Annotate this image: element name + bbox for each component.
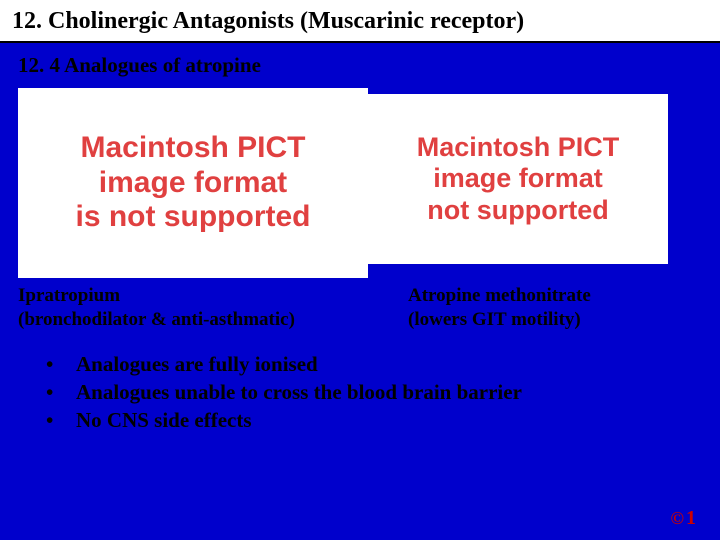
caption-name: Atropine methonitrate bbox=[408, 284, 688, 308]
list-item: • Analogues unable to cross the blood br… bbox=[46, 378, 702, 406]
bullet-text: No CNS side effects bbox=[76, 406, 252, 434]
bullet-icon: • bbox=[46, 350, 76, 378]
copyright-icon: © bbox=[671, 508, 684, 529]
header-bar: 12. Cholinergic Antagonists (Muscarinic … bbox=[0, 0, 720, 43]
pict-text-line: is not supported bbox=[76, 200, 311, 235]
list-item: • No CNS side effects bbox=[46, 406, 702, 434]
caption-left: Ipratropium (bronchodilator & anti-asthm… bbox=[18, 284, 388, 332]
bullet-list: • Analogues are fully ionised • Analogue… bbox=[0, 332, 720, 435]
caption-right: Atropine methonitrate (lowers GIT motili… bbox=[388, 284, 688, 332]
pict-text-line: image format bbox=[433, 163, 603, 194]
pict-text-line: Macintosh PICT bbox=[417, 132, 620, 163]
bullet-text: Analogues are fully ionised bbox=[76, 350, 318, 378]
pict-text-line: not supported bbox=[427, 195, 608, 226]
caption-name: Ipratropium bbox=[18, 284, 388, 308]
bullet-text: Analogues unable to cross the blood brai… bbox=[76, 378, 522, 406]
caption-desc: (bronchodilator & anti-asthmatic) bbox=[18, 308, 388, 332]
bullet-icon: • bbox=[46, 406, 76, 434]
pict-text-line: Macintosh PICT bbox=[80, 131, 305, 166]
page-title: 12. Cholinergic Antagonists (Muscarinic … bbox=[12, 8, 708, 35]
footer: © 1 bbox=[671, 507, 696, 530]
pict-placeholder-right: Macintosh PICT image format not supporte… bbox=[368, 94, 668, 264]
images-row: Macintosh PICT image format is not suppo… bbox=[0, 84, 720, 278]
captions-row: Ipratropium (bronchodilator & anti-asthm… bbox=[0, 278, 720, 332]
pict-text-line: image format bbox=[99, 166, 287, 201]
list-item: • Analogues are fully ionised bbox=[46, 350, 702, 378]
page-number: 1 bbox=[686, 507, 696, 530]
pict-placeholder-left: Macintosh PICT image format is not suppo… bbox=[18, 88, 368, 278]
bullet-icon: • bbox=[46, 378, 76, 406]
caption-desc: (lowers GIT motility) bbox=[408, 308, 688, 332]
section-subtitle: 12. 4 Analogues of atropine bbox=[0, 43, 720, 84]
